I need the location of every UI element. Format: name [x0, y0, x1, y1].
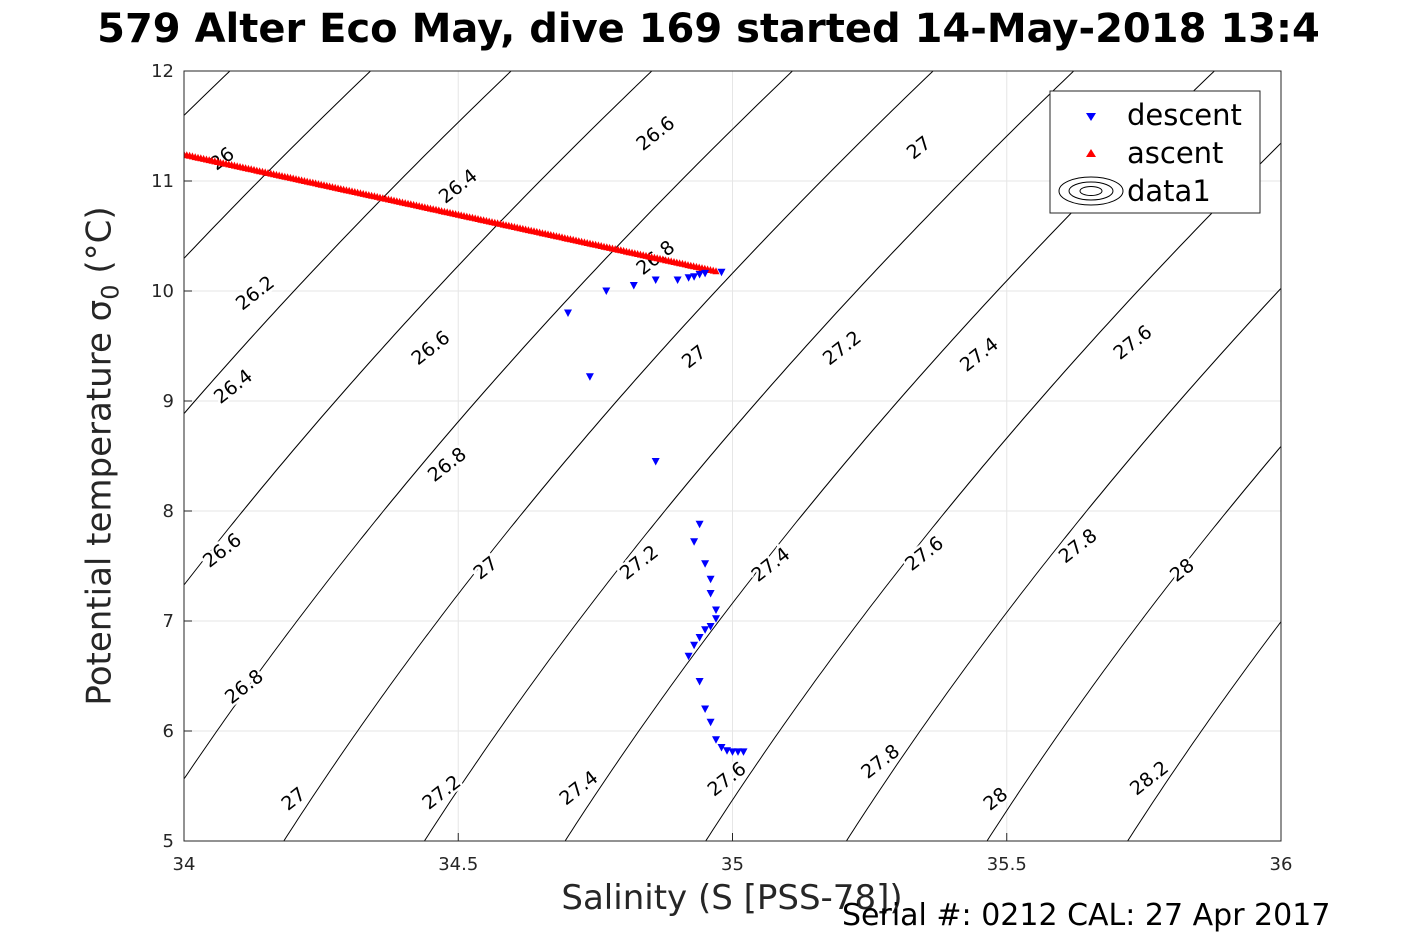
- x-tick-label: 35.5: [987, 854, 1027, 875]
- descent-point: [706, 623, 715, 631]
- descent-point: [602, 287, 611, 295]
- descent-point: [684, 274, 693, 282]
- descent-point: [695, 520, 704, 529]
- y-tick-label: 9: [163, 391, 174, 412]
- descent-point: [701, 560, 710, 568]
- contour-line: [986, 445, 1281, 841]
- y-axis-label-unit: (°C): [79, 206, 120, 285]
- y-axis-label: Potential temperature σ0 (°C): [80, 206, 125, 705]
- legend: descent ascent data1: [1049, 90, 1261, 214]
- contour-line: [184, 71, 512, 415]
- descent-point: [701, 626, 710, 634]
- y-tick-label: 6: [163, 721, 174, 742]
- legend-box: [1049, 90, 1261, 214]
- descent-points: [564, 268, 748, 756]
- descent-point: [739, 748, 748, 756]
- y-tick-label: 11: [151, 171, 174, 192]
- descent-point: [629, 282, 638, 290]
- descent-point: [651, 276, 660, 284]
- x-axis-label: Salinity (S [PSS-78]): [561, 878, 903, 918]
- y-axis-ticks: 5 6 7 8 9 10 11 12: [151, 61, 192, 852]
- contour-line: [845, 287, 1281, 841]
- y-axis-label-main: Potential temperature σ: [79, 299, 120, 706]
- descent-point: [712, 606, 720, 614]
- descent-point: [673, 276, 682, 284]
- chart-title-text: 579 Alter Eco May, dive 169 started 14-M…: [97, 6, 1320, 52]
- legend-contour-icon: [1058, 176, 1124, 206]
- descent-point: [717, 268, 726, 277]
- descent-point: [734, 748, 742, 756]
- y-tick-label: 7: [163, 611, 174, 632]
- contour-line: [1127, 620, 1281, 841]
- x-tick-label: 34.5: [438, 854, 478, 875]
- contour-line: [184, 71, 794, 780]
- y-axis-label-subscript: 0: [96, 284, 125, 300]
- x-axis-ticks: 34 34.5 35 35.5 36: [173, 833, 1293, 875]
- legend-ascent-marker: [1086, 149, 1096, 157]
- contour-line: [184, 71, 372, 260]
- descent-point: [706, 590, 715, 598]
- descent-point: [690, 538, 699, 546]
- descent-point: [728, 748, 737, 756]
- chart-title: SG579 Alter Eco May, dive 169 started 14…: [0, 6, 1417, 52]
- legend-descent-marker: [1086, 113, 1096, 121]
- legend-descent-label: descent: [1127, 98, 1242, 132]
- descent-point: [585, 373, 594, 381]
- contour-line: [184, 71, 653, 586]
- descent-point: [690, 641, 699, 650]
- descent-point: [695, 271, 704, 279]
- descent-point: [564, 309, 572, 317]
- x-tick-label: 35: [721, 854, 744, 875]
- descent-point: [712, 736, 720, 744]
- descent-point: [701, 269, 710, 278]
- descent-point: [706, 575, 715, 584]
- descent-point: [706, 718, 715, 727]
- y-tick-label: 5: [163, 831, 174, 852]
- legend-ascent-label: ascent: [1127, 136, 1223, 170]
- serial-calibration-text: Serial #: 0212 CAL: 27 Apr 2017: [842, 898, 1331, 933]
- descent-point: [651, 458, 660, 466]
- contour-line: [283, 71, 934, 841]
- descent-point: [712, 615, 720, 623]
- descent-point: [690, 273, 699, 281]
- descent-point: [695, 634, 704, 642]
- descent-point: [695, 678, 704, 686]
- legend-data1-label: data1: [1127, 174, 1211, 208]
- descent-point: [684, 652, 693, 661]
- y-tick-label: 10: [151, 281, 174, 302]
- descent-point: [717, 744, 726, 752]
- descent-point: [701, 705, 710, 713]
- x-tick-label: 34: [173, 854, 196, 875]
- y-tick-label: 8: [163, 501, 174, 522]
- ascent-point: [712, 267, 720, 275]
- contour-line: [423, 71, 1075, 841]
- y-tick-label: 12: [151, 61, 174, 82]
- x-tick-label: 36: [1270, 854, 1293, 875]
